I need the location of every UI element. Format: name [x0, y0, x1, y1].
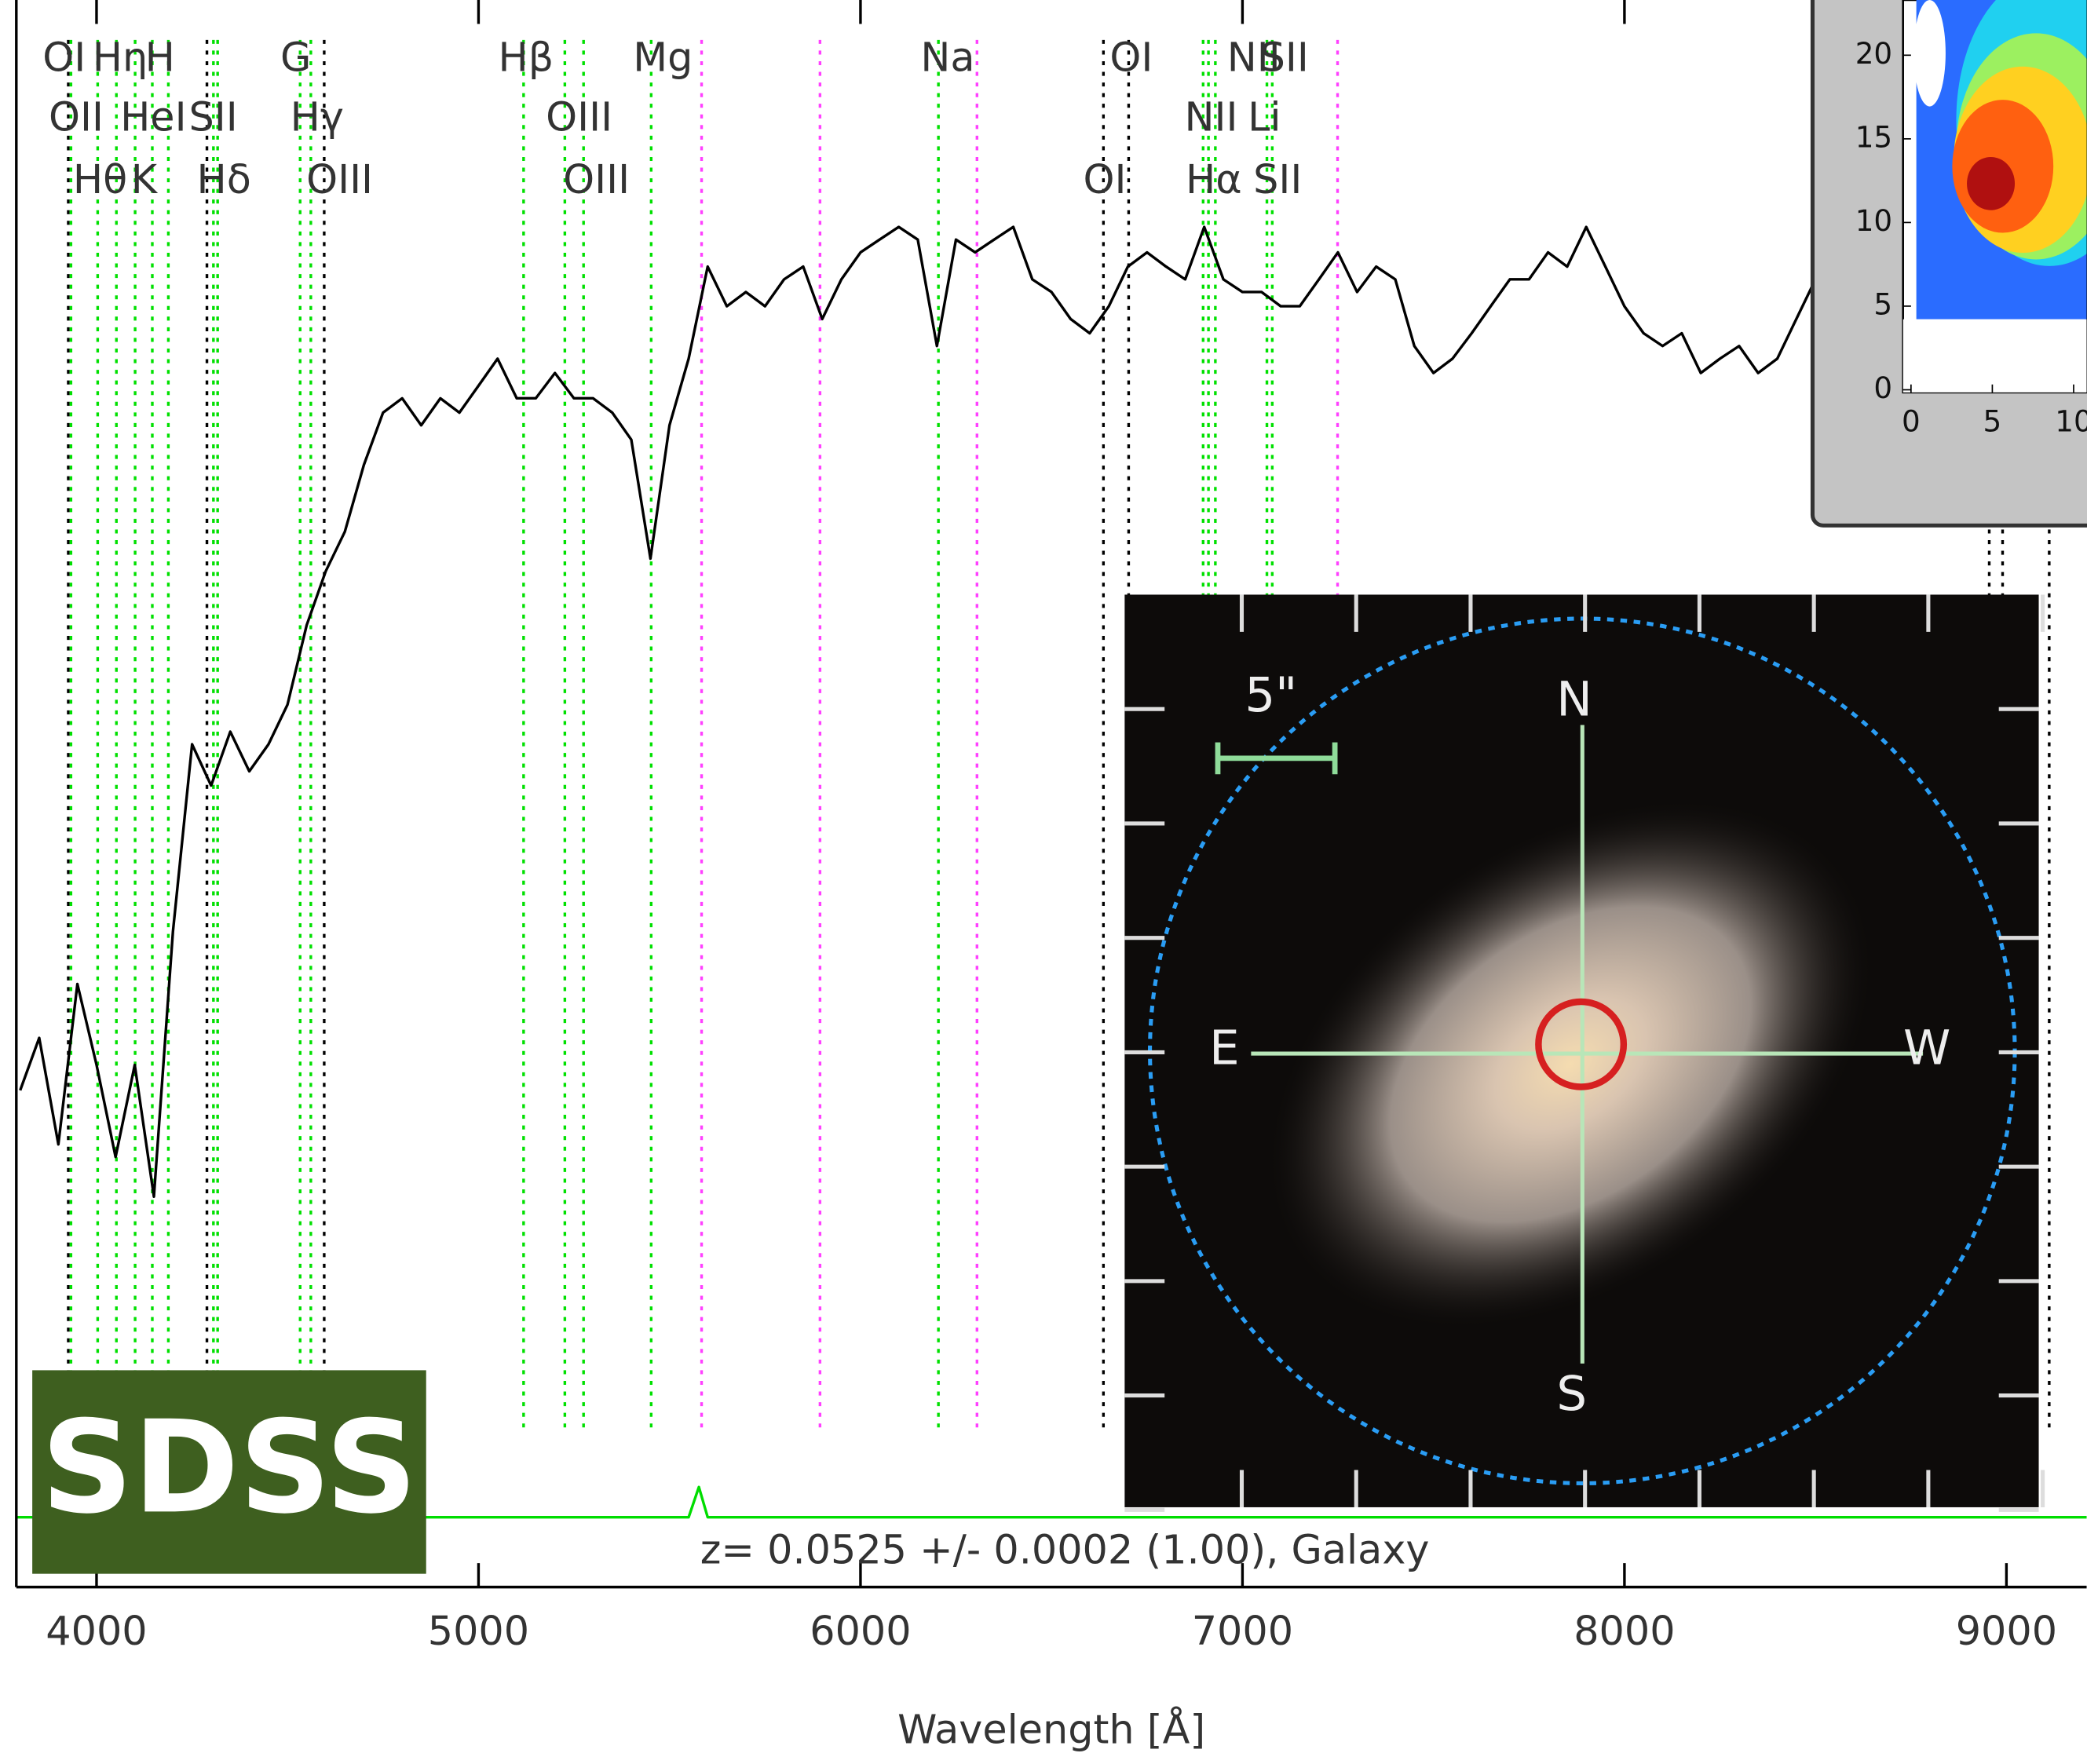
spectral-line-label: OII — [49, 94, 104, 141]
heatmap-y-tick-label: 10 — [1855, 203, 1892, 238]
spectral-line-label: NII — [1185, 94, 1238, 141]
spectral-line-label: OIII — [546, 94, 612, 141]
heatmap-y-tick-label: 5 — [1873, 287, 1892, 321]
spectral-line-label: OIII — [306, 156, 373, 203]
heatmap-region — [1967, 156, 2016, 210]
spectral-line-label: Hδ — [196, 156, 250, 203]
heatmap-x-tick-label: 0 — [1902, 404, 1921, 438]
spectral-line-label: Hγ — [291, 94, 344, 141]
logo-box — [32, 1370, 426, 1574]
scale-label: 5" — [1245, 667, 1297, 723]
spectral-line-label: Hβ — [498, 34, 554, 80]
fiber-circle — [1535, 998, 1628, 1090]
spectral-line-label: OI — [42, 34, 86, 80]
spectral-line-label: Hη — [93, 34, 148, 80]
spectral-line-label: Li — [1248, 94, 1281, 141]
spectral-line-label: OIII — [563, 156, 630, 203]
x-tick-label: 4000 — [46, 1608, 147, 1654]
spectral-line-label: NII — [1227, 34, 1281, 80]
heatmap-x-tick-label: 10 — [2055, 404, 2087, 438]
spectral-line-label: Mg — [633, 34, 693, 80]
compass-east: E — [1209, 1020, 1240, 1076]
spectral-line-label: HeI — [120, 94, 186, 141]
compass-south: S — [1556, 1366, 1587, 1422]
heatmap-inset: 0 5 10 0 5 10 15 20 — [1810, 0, 2087, 528]
spectrum-line — [19, 225, 1817, 1198]
spectral-line-label: H — [145, 34, 175, 80]
heatmap-y-tick-label: 20 — [1855, 36, 1892, 71]
x-tick-label: 9000 — [1956, 1608, 2057, 1654]
spectral-line-label: SII — [1253, 156, 1302, 203]
spectral-line-label: OI — [1083, 156, 1126, 203]
spectral-line-label: Hθ — [73, 156, 127, 203]
spectral-line-label: G — [280, 34, 311, 80]
compass-west: W — [1903, 1020, 1950, 1076]
galaxy — [1270, 802, 1871, 1327]
spectral-line-label: Na — [920, 34, 974, 80]
image-inset: 5" N S E W — [1124, 594, 2045, 1512]
logo: SDSS — [32, 1370, 426, 1574]
spectral-line-label: OI — [1109, 34, 1153, 80]
heatmap-y-tick-label: 15 — [1855, 119, 1892, 154]
heatmap-x-tick-label: 5 — [1983, 404, 2002, 438]
heatmap-y-tick-label: 0 — [1873, 371, 1892, 405]
x-tick-label: 7000 — [1192, 1608, 1293, 1654]
x-tick-label: 6000 — [810, 1608, 911, 1654]
x-axis-label: Wavelength [Å] — [897, 1704, 1205, 1752]
redshift-annotation: z= 0.0525 +/- 0.0002 (1.00), Galaxy — [700, 1527, 1430, 1573]
spectral-line-label: Hα — [1186, 156, 1242, 203]
logo-text: SDSS — [41, 1393, 417, 1542]
spectral-line-label: K — [131, 156, 159, 203]
spectrum-line — [16, 1485, 2087, 1519]
heatmap-image — [1902, 0, 2087, 393]
heatmap-blank — [1913, 0, 1946, 107]
x-tick-label: 5000 — [428, 1608, 529, 1654]
spectral-line-label: SII — [1260, 34, 1309, 80]
heatmap-blank — [1902, 319, 2087, 393]
spectral-line-label: SII — [188, 94, 237, 141]
compass-north: N — [1556, 671, 1592, 727]
x-tick-label: 8000 — [1573, 1608, 1675, 1654]
